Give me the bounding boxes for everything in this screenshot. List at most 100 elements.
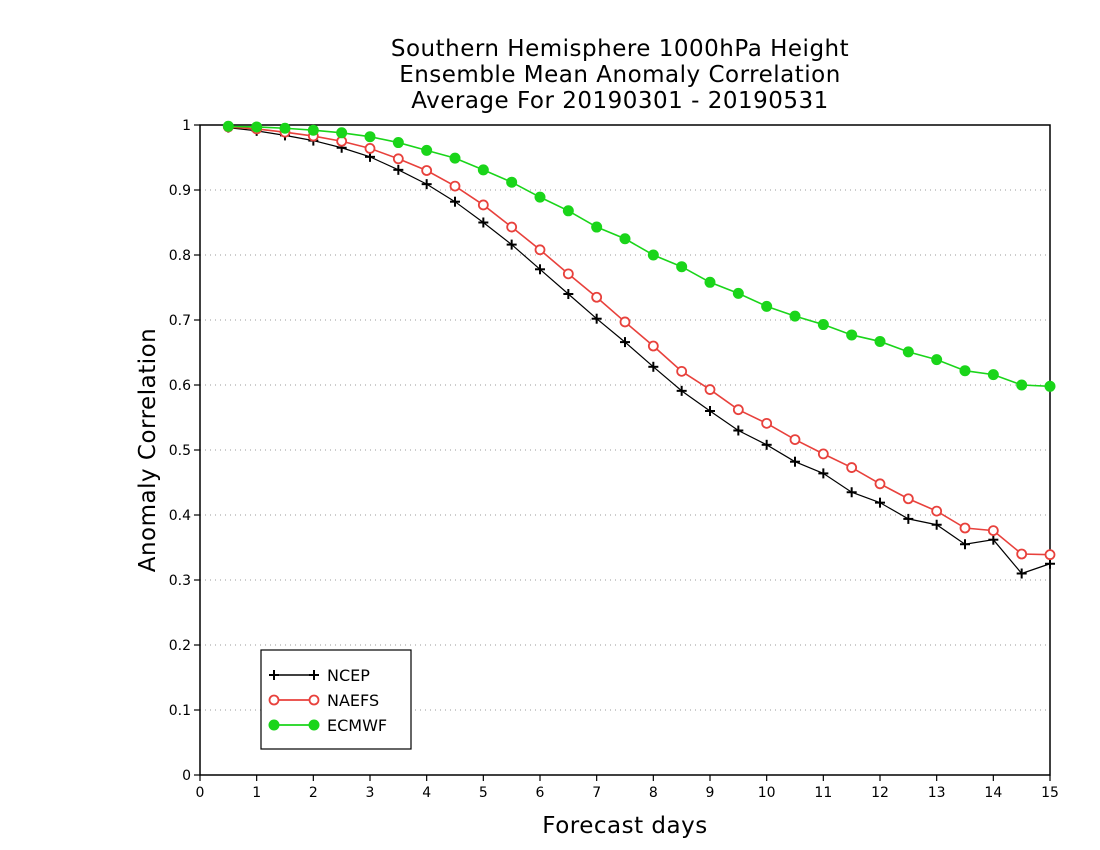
data-point-naefs — [619, 316, 631, 328]
data-point-ecmwf — [874, 335, 886, 347]
legend-item-ecmwf: ECMWF — [268, 716, 387, 735]
data-point-naefs — [987, 525, 999, 536]
data-point-ncep — [960, 539, 970, 550]
data-point-ecmwf — [959, 365, 971, 377]
data-point-ecmwf — [562, 205, 574, 217]
data-point-ecmwf — [902, 346, 914, 358]
data-point-ncep — [393, 164, 404, 175]
series-ecmwf — [222, 120, 1056, 392]
x-tick-label: 0 — [196, 785, 205, 801]
data-point-ecmwf — [279, 122, 291, 134]
data-point-ecmwf — [421, 144, 433, 156]
data-point-naefs — [959, 522, 971, 534]
data-point-naefs — [364, 142, 376, 154]
data-point-naefs — [506, 221, 518, 233]
legend-marker-end — [308, 719, 320, 731]
x-axis-label: Forecast days — [542, 813, 707, 839]
data-point-ncep — [620, 337, 630, 348]
legend-label: NCEP — [327, 666, 370, 685]
x-tick-label: 11 — [814, 785, 832, 801]
data-point-ecmwf — [619, 233, 631, 245]
data-point-ecmwf — [307, 124, 319, 136]
data-point-naefs — [591, 291, 603, 303]
data-point-naefs — [732, 404, 744, 416]
data-point-ncep — [1045, 558, 1055, 569]
legend-marker-start — [268, 694, 280, 706]
x-tick-label: 6 — [536, 785, 545, 801]
y-tick-label: 0.2 — [169, 638, 191, 654]
data-point-ecmwf — [789, 310, 801, 322]
x-tick-label: 12 — [871, 785, 889, 801]
x-tick-label: 5 — [479, 785, 488, 801]
data-point-ncep — [875, 497, 885, 508]
y-tick-label: 1 — [182, 118, 191, 134]
legend: NCEP NAEFS ECMWF — [260, 649, 412, 750]
x-tick-label: 14 — [984, 785, 1002, 801]
x-tick-label: 7 — [592, 785, 601, 801]
legend-marker-end — [308, 694, 320, 706]
data-point-ncep — [846, 487, 857, 498]
data-point-naefs — [534, 244, 546, 256]
data-point-ncep — [676, 385, 687, 396]
data-point-ecmwf — [817, 319, 829, 331]
data-point-ecmwf — [449, 152, 461, 164]
y-axis-label: Anomaly Correlation — [135, 328, 161, 573]
grid-lines — [200, 189, 1050, 711]
data-point-ncep — [903, 513, 914, 524]
data-point-naefs — [449, 180, 461, 192]
data-point-ncep — [931, 519, 942, 530]
data-point-ecmwf — [676, 261, 688, 273]
series-lines — [222, 120, 1056, 579]
data-point-naefs — [704, 384, 716, 395]
data-point-ecmwf — [534, 191, 546, 203]
data-point-naefs — [421, 165, 433, 176]
legend-marker-start — [268, 719, 280, 731]
data-point-ncep — [988, 534, 999, 545]
x-tick-label: 15 — [1041, 785, 1059, 801]
x-tick-label: 13 — [928, 785, 946, 801]
data-point-ncep — [761, 439, 772, 450]
data-point-ecmwf — [704, 276, 716, 288]
data-point-ecmwf — [931, 354, 943, 366]
y-tick-label: 0.1 — [169, 703, 191, 719]
data-point-ncep — [591, 313, 602, 324]
data-point-ncep — [506, 239, 517, 250]
data-point-ecmwf — [732, 287, 744, 299]
data-point-ncep — [535, 264, 545, 275]
y-tick-label: 0.4 — [169, 508, 191, 524]
legend-item-naefs: NAEFS — [268, 691, 379, 710]
data-point-naefs — [392, 153, 404, 165]
data-point-ncep — [648, 361, 659, 372]
legend-item-ncep: NCEP — [269, 666, 370, 685]
data-point-ecmwf — [1044, 380, 1056, 392]
data-point-naefs — [1044, 549, 1056, 561]
series-naefs — [222, 121, 1056, 561]
data-point-naefs — [1016, 548, 1028, 560]
data-point-ecmwf — [392, 137, 404, 149]
data-point-ncep — [421, 179, 432, 190]
data-point-ncep — [705, 406, 715, 416]
data-point-naefs — [789, 434, 801, 446]
data-point-ecmwf — [647, 249, 659, 261]
data-point-naefs — [846, 462, 858, 473]
data-point-ecmwf — [591, 221, 603, 233]
x-tick-label: 8 — [649, 785, 658, 801]
y-tick-label: 0.6 — [169, 378, 191, 394]
y-tick-label: 0.3 — [169, 573, 191, 589]
y-tick-label: 0.7 — [169, 313, 191, 329]
x-tick-label: 1 — [252, 785, 261, 801]
data-point-ecmwf — [251, 121, 263, 133]
data-point-naefs — [902, 493, 914, 505]
data-point-naefs — [676, 365, 688, 377]
series-line-ecmwf — [228, 125, 1051, 388]
data-point-ecmwf — [364, 131, 376, 143]
data-point-ecmwf — [1016, 379, 1028, 391]
legend-label: NAEFS — [327, 691, 379, 710]
data-point-naefs — [817, 448, 829, 460]
data-point-ncep — [790, 456, 800, 467]
data-point-ecmwf — [477, 164, 489, 176]
data-point-naefs — [761, 417, 773, 429]
x-tick-label: 3 — [366, 785, 375, 801]
series-line-naefs — [228, 126, 1051, 556]
data-point-naefs — [931, 505, 943, 517]
